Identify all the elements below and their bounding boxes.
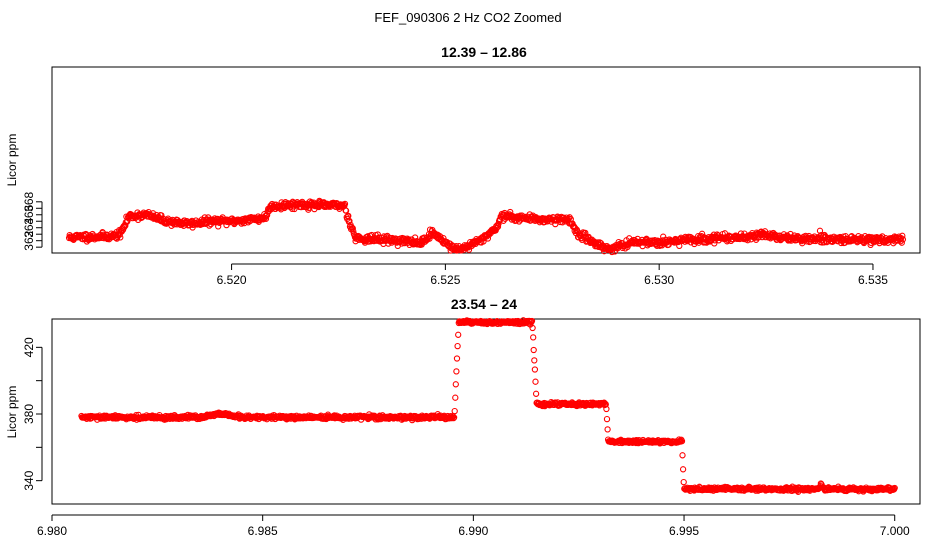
data-point [342, 207, 350, 214]
data-point [603, 415, 611, 423]
panel-top-title: 12.39 – 12.86 [441, 44, 527, 60]
data-point [350, 228, 357, 235]
x-tick-label: 7.000 [880, 524, 910, 538]
data-point [494, 223, 502, 230]
panel-bottom-axes: 6.980 6.985 6.990 6.995 7.000 340 380 420 [22, 337, 910, 538]
panel-bottom-title: 23.54 – 24 [451, 296, 517, 312]
data-point [679, 452, 686, 459]
panel-bottom-ylabel: Licor ppm [5, 386, 19, 439]
panel-bottom-plot-box [51, 318, 921, 505]
panel-top-ylabel: Licor ppm [5, 134, 19, 187]
data-point [341, 200, 349, 208]
x-tick-label: 6.980 [37, 524, 67, 538]
panel-top: 12.39 – 12.86 Licor ppm 6.520 6.525 6.530 6… [5, 44, 921, 287]
data-point [455, 331, 462, 338]
data-point [452, 394, 459, 401]
y-tick-label: 420 [22, 337, 36, 357]
data-point [890, 240, 897, 247]
data-point [529, 324, 536, 332]
data-point [453, 355, 461, 362]
x-tick-label: 6.525 [430, 273, 460, 287]
y-tick-label: 380 [22, 404, 36, 424]
data-point [891, 484, 898, 492]
data-point [898, 239, 905, 246]
data-point [816, 227, 824, 234]
data-point [723, 238, 731, 245]
data-point [451, 407, 458, 415]
data-point [263, 211, 271, 219]
data-point [453, 368, 460, 375]
x-tick-label: 6.990 [458, 524, 488, 538]
data-point [603, 405, 610, 413]
data-point [531, 357, 538, 364]
data-point [711, 240, 718, 247]
panel-bottom: 23.54 – 24 Licor ppm 6.980 6.985 6.990 6.99… [5, 296, 921, 538]
data-point [262, 215, 270, 222]
data-point [678, 437, 686, 445]
x-tick-label: 6.535 [858, 273, 888, 287]
data-point [122, 222, 129, 229]
y-tick-label: 364 [22, 217, 36, 237]
y-tick-label: 362 [22, 230, 36, 250]
data-point [532, 378, 539, 385]
data-point [680, 478, 687, 486]
x-tick-label: 6.985 [248, 524, 278, 538]
panel-bottom-points [78, 317, 898, 495]
data-point [530, 346, 537, 354]
x-tick-label: 6.995 [669, 524, 699, 538]
y-tick-label: 340 [22, 470, 36, 490]
data-point [899, 232, 906, 239]
data-point [117, 234, 124, 241]
x-tick-label: 6.520 [217, 273, 247, 287]
data-point [528, 317, 536, 325]
y-tick-label: 368 [22, 191, 36, 211]
data-point [531, 366, 539, 373]
data-point [604, 426, 611, 433]
data-point [450, 414, 458, 421]
figure-title: FEF_090306 2 Hz CO2 Zoomed [374, 10, 561, 25]
x-tick-label: 6.530 [644, 273, 674, 287]
data-point [899, 236, 907, 243]
data-point [452, 381, 459, 388]
data-point [454, 342, 461, 350]
data-point [582, 229, 589, 237]
data-point [679, 466, 687, 473]
data-point [676, 242, 683, 250]
data-point [532, 390, 540, 397]
y-tick-label: 366 [22, 204, 36, 224]
panel-top-points [65, 197, 907, 256]
panel-top-plot-box [51, 66, 921, 254]
data-point [349, 225, 356, 232]
data-point [530, 334, 537, 341]
